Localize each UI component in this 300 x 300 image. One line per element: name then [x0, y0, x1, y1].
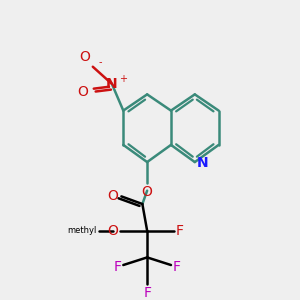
Text: F: F — [176, 224, 184, 238]
Text: -: - — [98, 57, 102, 67]
Text: O: O — [108, 189, 118, 203]
Text: O: O — [108, 224, 118, 238]
Text: N: N — [106, 77, 118, 91]
Text: O: O — [142, 185, 153, 199]
Text: F: F — [173, 260, 181, 274]
Text: F: F — [113, 260, 122, 274]
Text: N: N — [197, 156, 208, 170]
Text: methyl: methyl — [67, 226, 97, 235]
Text: O: O — [77, 85, 88, 98]
Text: +: + — [118, 74, 127, 84]
Text: O: O — [79, 50, 90, 64]
Text: F: F — [143, 286, 151, 300]
